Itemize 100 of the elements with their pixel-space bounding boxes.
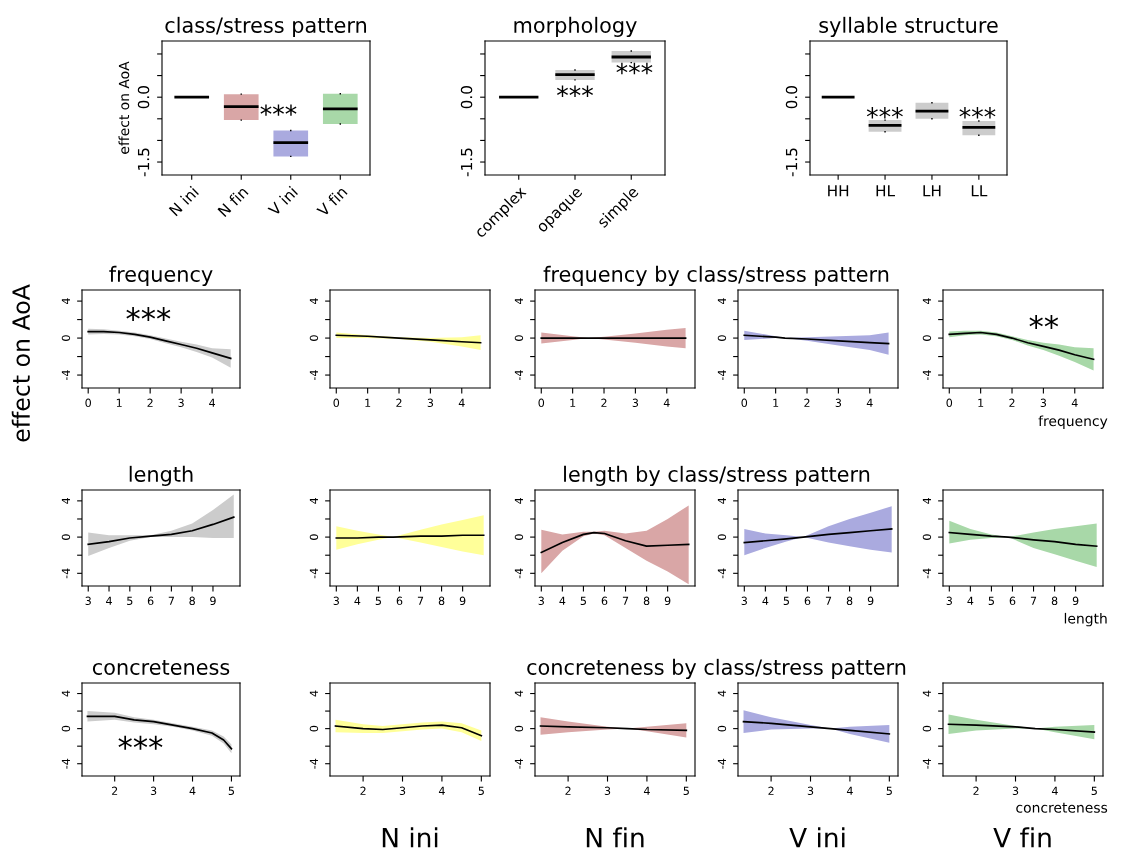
x-tick-label: 0 [85,398,91,408]
x-tick-label: 9 [867,596,874,606]
y-tick-label: -4 [309,758,318,769]
x-axis-title: length [1064,612,1107,627]
line-series [335,334,482,344]
x-tick-label: 4 [643,786,650,795]
x-tick-label: 3 [85,596,91,606]
x-tick-label: 9 [459,596,466,606]
x-tick-label: 2 [804,398,810,407]
line-series [540,531,690,554]
y-axis-title: effect on AoA [118,61,130,154]
x-tick-label: 4 [189,786,196,795]
chart-title: concreteness [92,660,230,675]
x-tick-label: 7 [825,596,832,605]
x-tick-label: V fin [315,185,348,218]
x-tick-label: 6 [601,596,608,606]
chart-title: frequency [109,265,213,286]
y-tick-label: 0 [717,335,727,341]
y-tick-label: -1.5 [785,148,798,177]
text: V fin [993,827,1051,848]
annotation: *** [126,307,171,322]
x-tick-label: 8 [1051,596,1058,606]
x-tick-label: 2 [360,786,366,795]
y-tick-label: 4 [922,497,931,504]
x-tick-label: 4 [967,596,974,605]
x-tick-label: 0 [538,398,545,408]
x-tick-label: 7 [1030,596,1037,605]
chart-title: concreteness by class/stress pattern [527,658,906,679]
x-tick-label: 4 [354,596,361,605]
x-tick-label: 2 [601,398,607,407]
y-tick-label: 4 [61,298,70,305]
x-tick-label: 0 [333,398,340,408]
x-tick-label: 9 [1072,596,1079,606]
x-tick-label: 6 [396,596,403,606]
y-tick-label: 4 [309,497,318,504]
y-tick-label: 0.0 [785,86,798,109]
x-tick-label: 5 [683,786,689,796]
x-tick-label: 4 [866,398,873,407]
x-tick-label: 2 [973,786,979,795]
line-series [743,528,893,544]
x-tick-label: 9 [664,596,671,606]
chart-title: syllable structure [819,16,998,37]
y-tick-label: -1.5 [460,148,473,177]
x-tick-label: 5 [886,786,892,796]
y-axis-title: effect on AoA [11,284,31,442]
annotation: ** [1029,314,1059,329]
y-tick-label: -4 [514,370,523,381]
x-tick-label: 5 [478,786,484,796]
annotation: *** [260,104,297,116]
x-tick-label: V ini [267,185,298,217]
x-tick-label: 4 [1051,786,1058,795]
x-tick-label: LH [923,185,941,197]
y-tick-label: 4 [309,298,318,305]
y-tick-label: 4 [514,690,523,697]
y-tick-label: -4 [309,370,318,381]
line-series [947,723,1096,733]
y-tick-label: -4 [717,370,726,381]
y-tick-label: -4 [922,758,931,769]
line-series [334,724,483,737]
x-tick-label: 4 [559,596,566,605]
y-tick-label: 0 [514,725,524,732]
x-tick-label: 2 [111,786,118,795]
x-tick-label: 4 [106,596,112,605]
x-tick-label: 5 [580,596,586,606]
line-series [948,331,1095,361]
x-tick-label: 7 [168,596,174,605]
x-tick-label: 7 [417,596,424,605]
x-tick-label: 3 [178,398,184,408]
y-tick-label: 0 [717,725,727,732]
x-tick-label: N ini [168,185,199,217]
y-tick-label: -4 [309,568,318,579]
x-tick-label: 3 [538,596,544,606]
x-tick-label: 3 [835,398,842,408]
y-tick-label: 0 [922,335,932,341]
y-tick-label: 4 [61,497,70,504]
x-tick-label: 3 [333,596,339,606]
y-tick-label: -4 [61,568,70,579]
y-tick-label: 0 [61,335,71,341]
x-tick-label: 6 [147,596,154,606]
annotation: *** [866,107,903,119]
line-series [87,330,232,360]
x-tick-label: 3 [604,786,611,796]
x-tick-label: 1 [116,398,122,407]
line-series [743,334,890,345]
x-tick-label: 5 [1091,786,1097,796]
x-tick-label: 4 [209,398,216,407]
x-tick-label: 5 [127,596,133,606]
y-tick-label: 4 [922,690,931,697]
x-tick-label: 1 [365,398,371,407]
y-tick-label: -4 [922,568,931,579]
y-tick-label: -4 [922,370,931,381]
y-tick-label: -1.5 [137,148,150,177]
x-tick-label: 1 [978,398,984,407]
y-tick-label: -4 [717,568,726,579]
x-tick-label: 3 [632,398,639,408]
x-tick-label: 5 [783,596,789,606]
y-tick-label: 0 [61,534,71,540]
x-tick-label: 2 [768,786,774,795]
line-series [948,531,1098,547]
x-tick-label: 6 [1009,596,1016,606]
